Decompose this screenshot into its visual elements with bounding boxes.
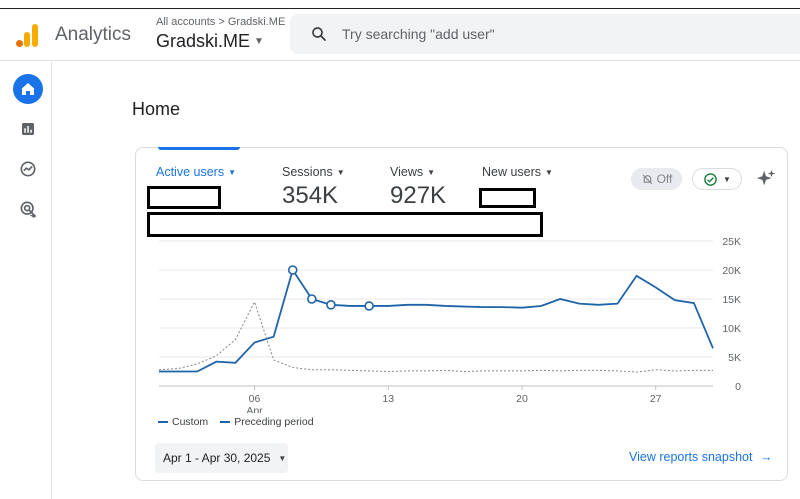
chevron-down-icon: ▼	[723, 174, 731, 184]
preceding-period-line	[158, 300, 713, 373]
overview-card: Active users ▼ Sessions ▼ 354K Views ▼ 927K…	[135, 147, 788, 481]
x-tick-label: 27	[650, 393, 662, 405]
explore-icon	[20, 161, 36, 177]
analytics-logo-icon[interactable]	[16, 23, 40, 47]
metric-label: Active users ▼	[156, 165, 237, 179]
chart-legend: Custom Preceding period	[158, 416, 314, 428]
nav-home[interactable]	[13, 74, 43, 104]
y-tick-label: 15K	[722, 294, 741, 306]
metric-sessions[interactable]: Sessions ▼ 354K	[282, 165, 345, 210]
x-tick-label: 06	[249, 393, 261, 405]
dashed-line-swatch	[220, 421, 231, 423]
account-breadcrumb[interactable]: All accounts > Gradski.ME	[156, 16, 286, 28]
insights-toggle-label: Off	[656, 172, 673, 186]
redacted-value	[147, 186, 221, 209]
x-tick-sublabel: Apr	[246, 405, 263, 413]
left-nav-rail	[0, 62, 52, 499]
y-tick-label: 20K	[722, 265, 741, 277]
reports-icon	[22, 123, 34, 135]
snapshot-link-label: View reports snapshot	[629, 450, 753, 464]
legend-preceding: Preceding period	[220, 416, 314, 428]
check-circle-icon	[704, 172, 717, 186]
data-point-marker	[287, 265, 298, 275]
y-tick-label: 25K	[722, 236, 741, 248]
metric-new-users[interactable]: New users ▼	[482, 165, 553, 179]
metric-label: Sessions ▼	[282, 165, 345, 179]
legend-label: Custom	[172, 416, 209, 428]
bell-off-icon	[642, 174, 652, 184]
chevron-down-icon: ▼	[278, 453, 287, 463]
legend-custom: Custom	[158, 416, 208, 428]
app-name: Analytics	[55, 24, 132, 45]
arrow-right-icon: →	[759, 450, 773, 464]
view-reports-snapshot-link[interactable]: View reports snapshot →	[629, 450, 772, 464]
search-bar[interactable]: Try searching "add user"	[290, 14, 800, 54]
page-title: Home	[132, 99, 181, 119]
insights-toggle[interactable]: Off	[631, 168, 682, 190]
redacted-value	[479, 188, 536, 208]
date-range-picker[interactable]: Apr 1 - Apr 30, 2025 ▼	[155, 443, 288, 473]
y-tick-label: 10K	[722, 323, 741, 335]
nav-advertising[interactable]	[13, 194, 43, 224]
data-point-marker	[326, 300, 336, 310]
app-header: Analytics All accounts > Gradski.ME Grad…	[0, 9, 800, 61]
metric-label: Views ▼	[390, 165, 436, 179]
search-input[interactable]: Try searching "add user"	[342, 26, 495, 42]
metric-value: 354K	[282, 182, 339, 209]
account-caret-icon[interactable]: ▼	[254, 36, 264, 47]
advertising-icon	[20, 201, 37, 219]
active-tab-indicator	[158, 147, 240, 150]
home-icon	[22, 83, 34, 95]
data-point-marker	[364, 301, 374, 311]
nav-reports[interactable]	[13, 114, 43, 144]
x-tick-label: 13	[382, 393, 394, 405]
redacted-banner	[147, 212, 543, 237]
solid-line-swatch	[158, 421, 168, 423]
metric-views[interactable]: Views ▼ 927K	[390, 165, 446, 210]
metric-value: 927K	[390, 182, 447, 209]
custom-series-line	[159, 267, 714, 373]
legend-label: Preceding period	[234, 416, 314, 428]
metric-active-users[interactable]: Active users ▼	[156, 165, 236, 179]
data-quality-menu[interactable]: ▼	[692, 168, 742, 190]
sparkle-icon[interactable]	[755, 168, 777, 190]
top-border	[0, 8, 800, 9]
date-range-label: Apr 1 - Apr 30, 2025	[163, 451, 271, 465]
x-tick-label: 20	[516, 393, 528, 405]
data-point-marker	[307, 294, 317, 304]
account-selector[interactable]: Gradski.ME	[156, 31, 251, 51]
metric-label: New users ▼	[482, 165, 553, 179]
y-tick-label: 0	[735, 381, 741, 393]
y-tick-label: 5K	[728, 352, 741, 364]
nav-explore[interactable]	[13, 154, 43, 184]
search-icon	[312, 27, 326, 41]
